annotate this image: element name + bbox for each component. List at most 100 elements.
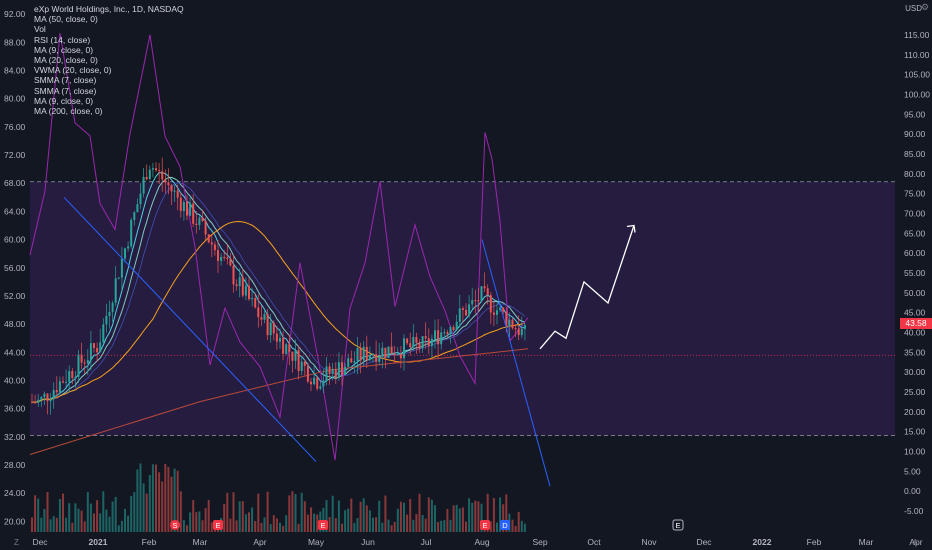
volume-bar xyxy=(341,523,343,532)
indicator-ma9[interactable]: MA (9, close, 0) xyxy=(34,44,94,55)
volume-bar xyxy=(52,516,55,532)
candle-body xyxy=(89,343,92,361)
candle-body xyxy=(179,197,182,212)
volume-bar xyxy=(486,493,489,532)
indicator-ma50[interactable]: MA (50, close, 0) xyxy=(34,14,98,25)
time-tick-label: Apr xyxy=(253,537,266,547)
volume-bar xyxy=(263,517,266,532)
candle-body xyxy=(282,337,285,354)
volume-bar xyxy=(124,508,126,532)
volume-bar xyxy=(192,500,195,532)
volume-bar xyxy=(443,520,446,532)
volume-bar xyxy=(96,500,99,532)
rsi-tick-label: 55.00 xyxy=(904,268,926,278)
volume-bar xyxy=(458,508,461,532)
time-tick-label: Nov xyxy=(641,537,657,547)
volume-bar xyxy=(102,491,105,532)
volume-bar xyxy=(93,513,95,532)
price-tick-label: 36.00 xyxy=(4,404,26,414)
indicator-ma20[interactable]: MA (20, close, 0) xyxy=(34,55,98,66)
rsi-tick-label: 20.00 xyxy=(904,407,926,417)
volume-bar xyxy=(189,512,192,532)
volume-bar xyxy=(99,513,102,532)
candle-body xyxy=(365,346,368,360)
volume-bar xyxy=(390,525,393,532)
candle-body xyxy=(356,348,359,362)
volume-bar xyxy=(511,519,514,532)
volume-bar xyxy=(306,514,309,532)
indicator-ma200[interactable]: MA (200, close, 0) xyxy=(34,106,103,117)
candle-body xyxy=(65,381,68,383)
indicator-vwma[interactable]: VWMA (20, close, 0) xyxy=(34,65,112,76)
candle-body xyxy=(272,322,275,334)
volume-bar xyxy=(173,468,176,532)
candle-body xyxy=(210,242,213,245)
candle-body xyxy=(449,327,452,334)
rsi-tick-label: 15.00 xyxy=(904,427,926,437)
volume-bar xyxy=(328,517,331,532)
candle-body xyxy=(523,325,526,329)
volume-bar xyxy=(80,510,83,532)
indicator-vol[interactable]: Vol xyxy=(34,24,46,35)
rsi-tick-label: 95.00 xyxy=(904,109,926,119)
volume-bar xyxy=(303,501,306,532)
candle-body xyxy=(213,244,216,251)
candle-body xyxy=(173,190,176,192)
candle-body xyxy=(325,366,328,381)
volume-bar xyxy=(226,492,229,532)
candle-body xyxy=(319,386,322,389)
event-marker-label: E xyxy=(482,521,487,530)
volume-bar xyxy=(489,521,492,532)
candle-body xyxy=(198,217,201,225)
indicator-smma-b[interactable]: SMMA (7, close) xyxy=(34,85,97,96)
volume-bar xyxy=(313,513,316,532)
auto-scale-button[interactable]: A xyxy=(912,538,918,547)
volume-bar xyxy=(248,512,250,532)
event-marker xyxy=(170,520,180,530)
volume-bar xyxy=(356,517,359,532)
candle-body xyxy=(452,327,455,331)
candle-body xyxy=(151,168,154,170)
volume-bar xyxy=(353,523,356,532)
candle-body xyxy=(310,381,312,385)
indicator-ma9-b[interactable]: MA (9, close, 0) xyxy=(34,95,94,106)
volume-bar xyxy=(77,508,80,532)
time-tick-label: Aug xyxy=(474,537,489,547)
candle-body xyxy=(254,298,257,308)
time-tick-label: Feb xyxy=(142,537,157,547)
candle-body xyxy=(52,390,55,400)
volume-bar xyxy=(409,499,412,532)
rsi-tick-label: 30.00 xyxy=(904,367,926,377)
volume-bar xyxy=(316,514,319,532)
candle-body xyxy=(468,304,471,316)
candle-body xyxy=(43,393,46,398)
indicator-smma-a[interactable]: SMMA (7, close) xyxy=(34,75,97,86)
candle-body xyxy=(96,348,99,353)
moving-averages xyxy=(29,172,529,455)
candle-body xyxy=(238,277,241,287)
volume-bar xyxy=(251,507,254,532)
timezone-button[interactable]: Z xyxy=(14,538,19,547)
volume-bar xyxy=(55,517,58,532)
volume-bar xyxy=(117,525,120,532)
volume-bar xyxy=(127,515,130,532)
indicator-rsi[interactable]: RSI (14, close) xyxy=(34,34,91,45)
resistance-trendline xyxy=(481,239,551,487)
volume-bar xyxy=(145,493,148,532)
volume-bar xyxy=(65,517,68,532)
settings-icon[interactable]: ⚙ xyxy=(921,2,930,12)
candle-body xyxy=(288,344,291,352)
volume-bar xyxy=(40,517,43,532)
candles xyxy=(31,157,526,415)
event-marker-label: E xyxy=(215,521,220,530)
rsi-tick-label: 80.00 xyxy=(904,169,926,179)
volume-bars xyxy=(31,463,526,532)
chart-title[interactable]: eXp World Holdings, Inc., 1D, NASDAQ xyxy=(34,4,184,14)
rsi-tick-label: 65.00 xyxy=(904,228,926,238)
candle-body xyxy=(235,284,238,287)
volume-bar xyxy=(285,515,288,532)
volume-bar xyxy=(406,514,409,532)
candle-body xyxy=(375,354,378,362)
volume-bar xyxy=(58,498,61,532)
